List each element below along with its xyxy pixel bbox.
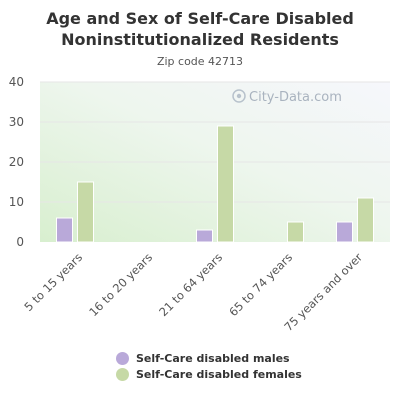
chart-subtitle: Zip code 42713 [156, 55, 244, 68]
bar-males [336, 221, 353, 243]
legend-item-females: Self-Care disabled females [116, 366, 302, 382]
bar-females [77, 181, 94, 243]
watermark-text: City-Data.com [249, 90, 342, 105]
chart-title: Age and Sex of Self-Care Disabled Nonins… [46, 9, 354, 49]
x-category-label: 16 to 20 years [86, 250, 155, 319]
y-tick-label: 40 [9, 75, 24, 89]
y-tick-label: 0 [16, 235, 24, 249]
legend-swatch-males [116, 351, 129, 365]
x-category-label: 75 years and over [281, 250, 365, 334]
bar-males [56, 217, 73, 243]
legend-swatch-females [116, 367, 129, 381]
y-tick-label: 30 [9, 115, 24, 129]
bar-females [357, 197, 374, 243]
legend-label-males: Self-Care disabled males [136, 351, 290, 365]
bar-females [217, 125, 234, 243]
legend-item-males: Self-Care disabled males [116, 350, 302, 366]
y-tick-label: 20 [9, 155, 24, 169]
watermark-icon [232, 89, 246, 103]
legend-label-females: Self-Care disabled females [136, 367, 302, 381]
y-tick-label: 10 [9, 195, 24, 209]
legend: Self-Care disabled males Self-Care disab… [116, 350, 302, 382]
x-category-label: 65 to 74 years [226, 250, 295, 319]
x-category-label: 21 to 64 years [156, 250, 225, 319]
x-category-label: 5 to 15 years [21, 250, 85, 314]
bar-females [287, 221, 304, 243]
watermark: City-Data.com [232, 89, 342, 105]
bar-males [196, 229, 213, 243]
